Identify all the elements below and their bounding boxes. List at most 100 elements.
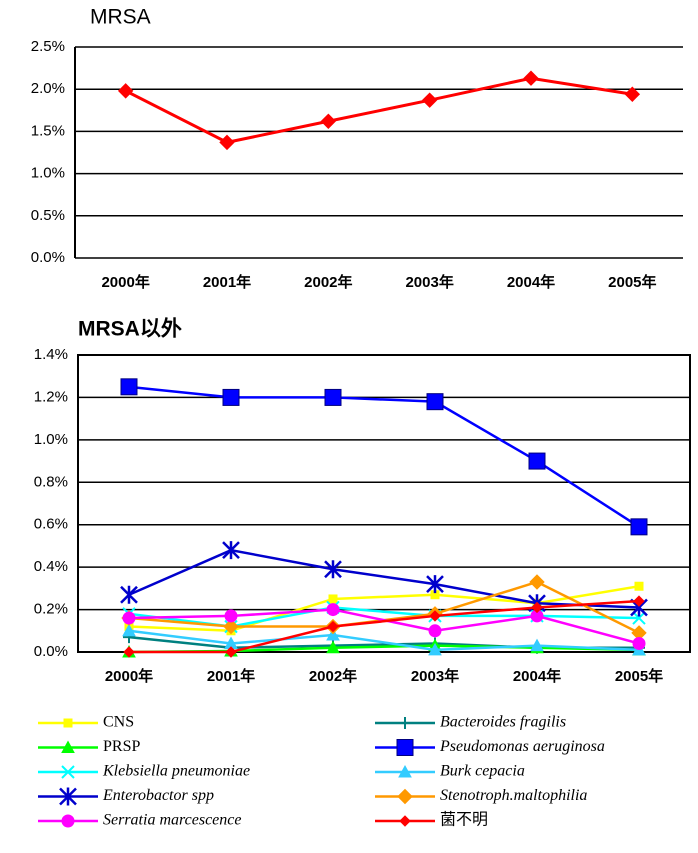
marker-shape (120, 585, 138, 604)
marker-shape (224, 609, 238, 623)
marker (426, 393, 444, 411)
y-tick-label: 1.2% (34, 388, 68, 405)
y-tick-label: 1.4% (34, 346, 68, 363)
marker-shape (397, 788, 413, 805)
marker-shape (633, 595, 645, 607)
legend-label: Klebsiella pneumoniae (102, 763, 250, 780)
marker (632, 637, 646, 651)
marker (327, 620, 339, 633)
y-tick-label: 2.0% (31, 80, 65, 97)
series-line (128, 580, 640, 635)
y-tick-label: 2.5% (31, 38, 65, 55)
marker (624, 86, 641, 102)
marker (429, 610, 441, 622)
legend-marker (396, 739, 414, 756)
marker (531, 601, 543, 614)
x-tick-label: 2000年 (101, 273, 149, 291)
marker-shape (59, 787, 77, 806)
marker-shape (530, 638, 544, 652)
legend-label: PRSP (103, 738, 140, 755)
marker-shape (421, 92, 438, 108)
marker-shape (632, 637, 646, 651)
marker (324, 560, 342, 579)
marker (634, 581, 644, 591)
y-tick-label: 0.0% (34, 643, 68, 660)
chart-title: MRSA (90, 6, 151, 29)
marker (324, 388, 342, 406)
x-tick-label: 2005年 (615, 667, 663, 685)
marker-shape (120, 378, 138, 396)
marker-shape (326, 640, 340, 654)
marker (326, 640, 340, 654)
marker-shape (122, 623, 136, 637)
y-tick-label: 1.0% (31, 165, 65, 182)
marker (117, 83, 134, 99)
marker-shape (328, 594, 338, 604)
x-tick-label: 2002年 (304, 273, 352, 291)
marker-shape (624, 86, 641, 102)
legend-label: Stenotroph.maltophilia (440, 787, 587, 804)
marker (223, 618, 239, 635)
series-line (128, 385, 640, 528)
marker-shape (61, 740, 75, 753)
y-tick-label: 0.6% (34, 516, 68, 533)
marker (122, 623, 136, 637)
marker-shape (324, 560, 342, 579)
marker-shape (396, 739, 414, 756)
marker-shape (630, 518, 648, 536)
marker-shape (61, 765, 75, 779)
marker (428, 624, 442, 638)
marker (222, 388, 240, 406)
legend-marker (59, 787, 77, 806)
x-tick-label: 2005年 (608, 273, 656, 291)
legend-marker (61, 814, 75, 828)
x-tick-label: 2001年 (203, 273, 251, 291)
y-tick-label: 0.4% (34, 558, 68, 575)
legend-label: Burk cepacia (440, 763, 525, 780)
marker (528, 452, 546, 470)
marker-shape (324, 388, 342, 406)
marker-shape (63, 718, 73, 728)
legend-label: Bacteroides fragilis (440, 714, 566, 731)
marker-shape (326, 627, 340, 641)
marker-shape (428, 642, 442, 656)
marker-shape (222, 388, 240, 406)
series-line (129, 599, 640, 654)
marker (123, 646, 135, 658)
marker-shape (426, 393, 444, 411)
series-line (124, 76, 633, 144)
marker-shape (529, 574, 545, 590)
marker-shape (428, 624, 442, 638)
marker (633, 595, 645, 607)
y-tick-label: 0.8% (34, 473, 68, 490)
marker (120, 585, 138, 604)
marker-shape (528, 452, 546, 470)
x-tick-label: 2001年 (207, 667, 255, 685)
marker (530, 638, 544, 652)
y-tick-label: 1.0% (34, 431, 68, 448)
legend-marker (63, 718, 73, 728)
marker-shape (523, 70, 539, 86)
marker-shape (223, 618, 239, 635)
marker-shape (399, 815, 411, 827)
marker-shape (429, 610, 441, 622)
marker (523, 70, 539, 86)
marker-shape (219, 134, 235, 151)
marker-shape (634, 581, 644, 591)
legend-marker (399, 717, 411, 729)
marker-shape (225, 646, 237, 658)
series-line (128, 548, 640, 609)
marker (630, 518, 648, 536)
marker (529, 574, 545, 590)
legend-marker (399, 815, 411, 827)
legend-label: Serratia marcescence (103, 812, 241, 829)
marker (219, 134, 235, 151)
marker-shape (320, 113, 337, 129)
marker (120, 378, 138, 396)
marker (326, 627, 340, 641)
marker-shape (632, 611, 646, 625)
marker (222, 541, 240, 560)
chart-title: MRSA以外 (78, 317, 182, 341)
marker-shape (326, 603, 340, 617)
